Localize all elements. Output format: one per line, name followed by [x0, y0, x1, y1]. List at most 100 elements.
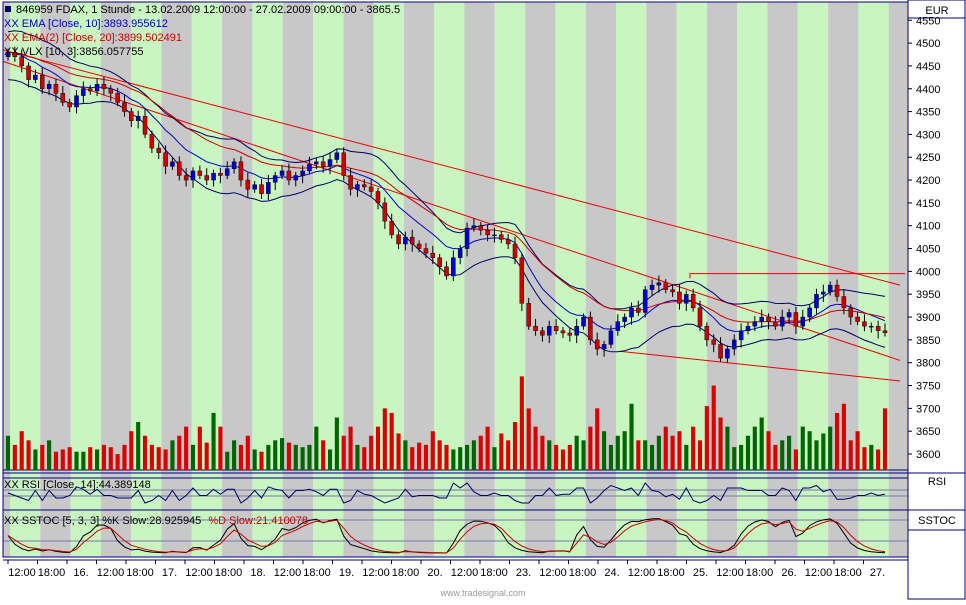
candle-body [855, 316, 860, 322]
time-axis: 12:00 18:00 16. 12:00 18:00 17. 12:00 18:00 18. 1… [7, 560, 885, 579]
volume-bar [95, 449, 100, 470]
candle-body [862, 321, 867, 327]
volume-bar [177, 435, 182, 470]
volume-bar [876, 449, 881, 470]
candle-body [156, 147, 161, 153]
session-band [525, 2, 556, 557]
rsi-label: RSI [928, 476, 946, 488]
candle-body [368, 186, 374, 192]
candle-body [492, 234, 497, 237]
x-tick-label: 18:00 [126, 567, 154, 579]
volume-bar [280, 438, 285, 470]
volume-bar [533, 426, 538, 470]
y-tick-label: 4400 [916, 84, 940, 96]
candle-body [505, 239, 511, 245]
y-tick-label: 4200 [916, 175, 940, 187]
candle-body [142, 115, 148, 135]
y-tick-label: 3600 [916, 449, 940, 461]
candle-body [540, 330, 545, 336]
candle-body [697, 307, 703, 327]
candle-body [581, 316, 586, 327]
volume-bar [204, 442, 209, 470]
candle-body [773, 321, 778, 327]
volume-bar [197, 426, 202, 470]
trendline [2, 49, 901, 286]
candle-body [416, 243, 422, 249]
price-unit: EUR [925, 5, 948, 17]
candle-body [307, 163, 312, 172]
volume-bar [793, 449, 798, 470]
volume-bar [807, 431, 812, 470]
candle-body [560, 330, 566, 334]
candle-body [574, 325, 579, 336]
legend-vlx: XX VLX [10, 3]:3856.057755 [4, 46, 143, 58]
candle-body [314, 161, 319, 165]
candle-body [362, 184, 367, 188]
volume-bar [5, 435, 11, 470]
candle-body [94, 83, 100, 92]
session-band [888, 2, 908, 557]
candle-body [718, 344, 723, 359]
session-band [646, 2, 677, 557]
ema-lines [7, 51, 886, 332]
candle-body [26, 65, 31, 80]
candle-body [601, 344, 607, 350]
y-tick-label: 4150 [916, 198, 940, 210]
volume-bar [766, 431, 771, 470]
volume-bar [622, 431, 627, 470]
volume-bar [752, 426, 757, 470]
volume-bar [218, 426, 223, 470]
candle-body [704, 325, 710, 341]
candle-body [533, 325, 538, 331]
candle-body [53, 83, 59, 94]
x-tick-label: 12:00 [362, 567, 390, 579]
candle-body [684, 294, 689, 304]
volume-bar [396, 433, 401, 470]
volume-bar [862, 447, 867, 470]
candle-body [218, 173, 223, 176]
volume-bar [314, 426, 319, 470]
volume-bar [656, 435, 661, 470]
candle-body [526, 303, 531, 327]
candle-body [5, 52, 11, 57]
candle-body [389, 220, 394, 236]
candle-body [87, 88, 93, 92]
volume-bar [677, 431, 682, 470]
candle-body [224, 168, 230, 176]
volume-bar [506, 440, 511, 470]
volume-bar [225, 451, 230, 470]
candle-body [40, 74, 45, 89]
candle-body [547, 325, 552, 336]
candle-body [266, 182, 271, 194]
ema20-line [7, 51, 886, 323]
candle-body [279, 170, 285, 176]
candle-body [800, 316, 806, 327]
session-band [282, 2, 313, 557]
volume-bar [423, 444, 429, 470]
volume-bar [74, 451, 79, 470]
candle-body [766, 316, 771, 322]
volume-bar [608, 444, 613, 470]
volume-bar [643, 440, 648, 470]
volume-bar [170, 440, 175, 470]
session-band [222, 2, 253, 557]
session-band [191, 2, 223, 557]
volume-bar [149, 444, 154, 470]
candle-body [588, 316, 593, 341]
candle-body [183, 175, 189, 181]
x-tick-label: 16. [73, 567, 88, 579]
volume-bar [40, 444, 45, 470]
candle-body [231, 161, 237, 169]
candle-body [170, 161, 175, 167]
volume-bar [834, 412, 840, 470]
volume-bars [5, 376, 888, 470]
volume-bar [355, 444, 360, 470]
rsi-panel [7, 482, 886, 504]
candle-body [177, 161, 182, 176]
x-tick-label: 18:00 [746, 567, 774, 579]
candle-body [827, 284, 833, 293]
candle-body [190, 170, 196, 181]
ema10-line [7, 51, 886, 332]
candle-body [615, 321, 621, 331]
